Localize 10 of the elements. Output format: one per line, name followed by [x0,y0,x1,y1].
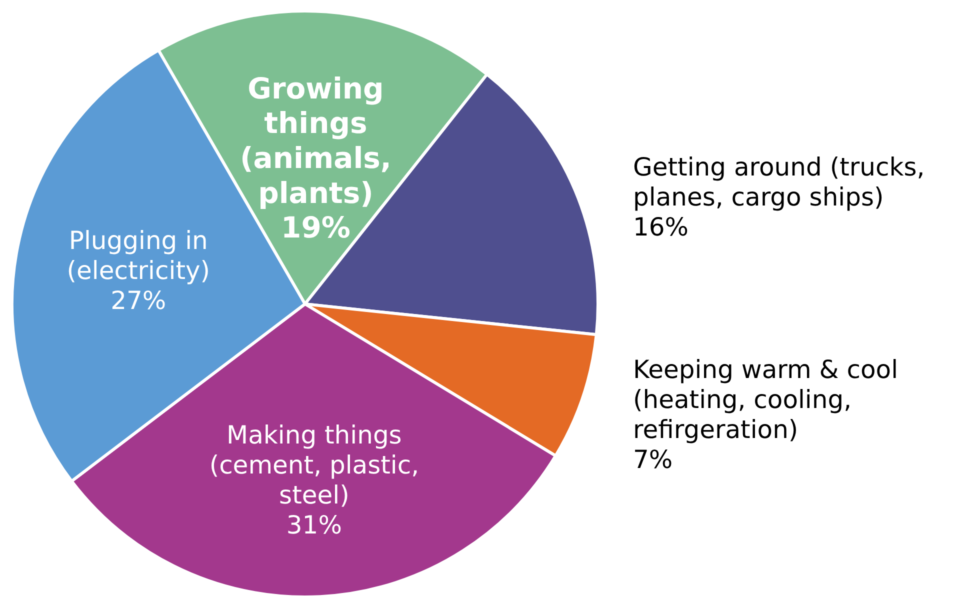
data-label: 27% [110,286,166,316]
slice-label: Making things (cement, plastic, steel) [209,420,420,510]
slice-label: Getting around (trucks, planes, cargo ships) [633,152,925,212]
slice-label: Keeping warm & cool (heating, cooling, refirgeration) [633,354,898,444]
slice-label: Plugging in (electricity) [66,226,210,286]
slice-label: Growing things (animals, plants) [240,71,392,210]
data-label: 31% [286,510,342,540]
data-label: 19% [281,210,350,245]
data-label: 7% [633,444,673,474]
data-label: 16% [633,212,689,242]
